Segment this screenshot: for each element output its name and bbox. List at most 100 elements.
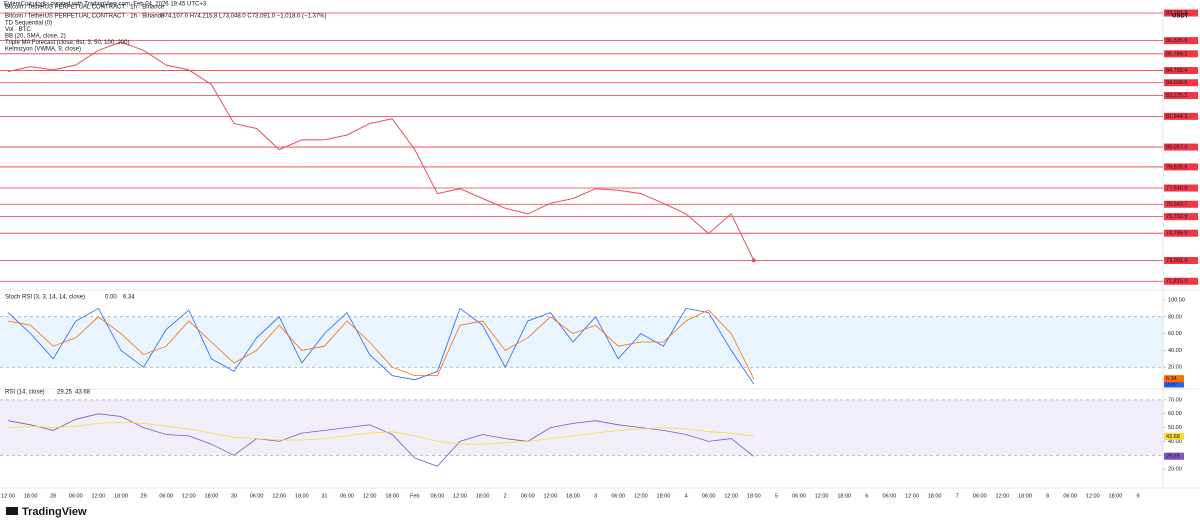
- pane-title: RSI (14, close): [5, 390, 45, 396]
- y-tick-label: 76,543.7: [1166, 202, 1187, 208]
- x-tick-label: 18:00: [205, 493, 219, 499]
- last-value-badge: [1164, 380, 1184, 388]
- price-label-bg: [1164, 163, 1198, 171]
- series-line: [7, 309, 755, 379]
- x-tick-label: 06:00: [792, 493, 806, 499]
- x-tick-label: 18:00: [566, 493, 580, 499]
- y-tick-label: 86,595.6: [1166, 38, 1187, 44]
- legend-value: 0.00: [105, 295, 117, 301]
- y-tick-label: 81,944.3: [1166, 114, 1187, 120]
- y-tick-label: 88,291.8: [1166, 10, 1187, 16]
- x-tick-label: 12:00: [815, 493, 829, 499]
- price-label-bg: [1164, 277, 1198, 285]
- x-tick-label: 06:00: [611, 493, 625, 499]
- x-tick-label: 29: [141, 493, 147, 499]
- price-label-bg: [1164, 256, 1198, 264]
- indicator-label: Triple MA Forecast (close, 8st, 3, 50, 1…: [5, 40, 130, 46]
- y-tick-label: 20.00: [1168, 467, 1182, 473]
- x-tick-label: 6: [865, 493, 868, 499]
- y-tick-label: 40.00: [1168, 439, 1182, 445]
- y-tick-label: 60.00: [1168, 411, 1182, 417]
- x-tick-label: 18:00: [928, 493, 942, 499]
- x-tick-label: 12:00: [453, 493, 467, 499]
- x-tick-label: 06:00: [973, 493, 987, 499]
- y-tick-label: 75,782.9: [1166, 214, 1187, 220]
- x-tick-label: 9: [1136, 493, 1139, 499]
- x-tick-label: 12:00: [1, 493, 15, 499]
- footer-brand: TradingView: [22, 506, 87, 518]
- x-tick-label: 18:00: [747, 493, 761, 499]
- x-tick-label: 06:00: [521, 493, 535, 499]
- price-label-bg: [1164, 184, 1198, 192]
- x-tick-label: 8: [1046, 493, 1049, 499]
- x-tick-label: 18:00: [295, 493, 309, 499]
- last-price-dot: [751, 258, 756, 263]
- price-label-bg: [1164, 50, 1198, 58]
- x-tick-label: 18:00: [385, 493, 399, 499]
- last-value-badge: [1164, 375, 1184, 383]
- x-tick-label: 12:00: [363, 493, 377, 499]
- price-label-bg: [1164, 143, 1198, 151]
- x-tick-label: 06:00: [340, 493, 354, 499]
- y-tick-label: 83,225.2: [1166, 93, 1187, 99]
- y-tick-label: 100.00: [1168, 297, 1185, 303]
- y-tick-label: 60.00: [1168, 331, 1182, 337]
- x-tick-label: 7: [956, 493, 959, 499]
- y-tick-label: 20.00: [1168, 365, 1182, 371]
- x-tick-label: 18:00: [1018, 493, 1032, 499]
- pane-title: Stoch RSI (3, 3, 14, 14, close): [5, 295, 85, 301]
- last-value-label: 43.68: [1166, 434, 1180, 440]
- last-value-badge: [1164, 452, 1184, 460]
- indicator-label: BB (20, SMA, close, 2): [5, 34, 66, 40]
- currency: USDT: [1172, 14, 1189, 20]
- price-label-bg: [1164, 213, 1198, 221]
- indicator-label: TD Sequential (0): [5, 21, 52, 27]
- x-tick-label: 06:00: [69, 493, 83, 499]
- price-label-bg: [1164, 229, 1198, 237]
- x-tick-label: 12:00: [724, 493, 738, 499]
- x-tick-label: 18:00: [24, 493, 38, 499]
- last-value-label: 0.00: [1166, 381, 1177, 387]
- band: [0, 316, 1163, 368]
- y-tick-label: 74,765.9: [1166, 231, 1187, 237]
- price-label-bg: [1164, 67, 1198, 75]
- price-label-bg: [1164, 37, 1198, 45]
- x-tick-label: 12:00: [92, 493, 106, 499]
- pane-title: Bitcoin / TetherUS PERPETUAL CONTRACT · …: [5, 5, 165, 11]
- x-tick-label: 18:00: [114, 493, 128, 499]
- series-line: [7, 421, 754, 445]
- y-tick-label: 70.00: [1168, 397, 1182, 403]
- x-tick-label: 06:00: [431, 493, 445, 499]
- series-line: [7, 307, 755, 385]
- x-tick-label: 18:00: [1109, 493, 1123, 499]
- series-line: [7, 41, 755, 261]
- x-tick-label: 28: [50, 493, 56, 499]
- x-tick-label: Feb: [410, 493, 419, 499]
- legend-value: 29.25: [57, 390, 73, 396]
- y-tick-label: 84,008.6: [1166, 80, 1187, 86]
- price-label-bg: [1164, 9, 1198, 17]
- x-tick-label: 3: [594, 493, 597, 499]
- x-tick-label: 06:00: [883, 493, 897, 499]
- y-tick-label: 71,815.0: [1166, 279, 1187, 285]
- x-tick-label: 12:00: [996, 493, 1010, 499]
- y-tick-label: 84,758.4: [1166, 68, 1187, 74]
- indicator-label: Kelmizyon (VWMA, 9, close): [5, 47, 81, 53]
- band: [0, 399, 1163, 456]
- y-tick-label: 78,835.6: [1166, 164, 1187, 170]
- x-tick-label: 06:00: [1063, 493, 1077, 499]
- symbol-title: Bitcoin / TetherUS PERPETUAL CONTRACT · …: [5, 14, 165, 20]
- y-tick-label: 50.00: [1168, 425, 1182, 431]
- x-tick-label: 18:00: [837, 493, 851, 499]
- x-tick-label: 12:00: [182, 493, 196, 499]
- x-tick-label: 06:00: [159, 493, 173, 499]
- legend-value: 6.34: [123, 295, 135, 301]
- series-line: [7, 413, 755, 467]
- x-tick-label: 06:00: [250, 493, 264, 499]
- x-tick-label: 4: [684, 493, 687, 499]
- x-tick-label: 06:00: [702, 493, 716, 499]
- legend-value: 43.68: [75, 390, 91, 396]
- price-label-bg: [1164, 200, 1198, 208]
